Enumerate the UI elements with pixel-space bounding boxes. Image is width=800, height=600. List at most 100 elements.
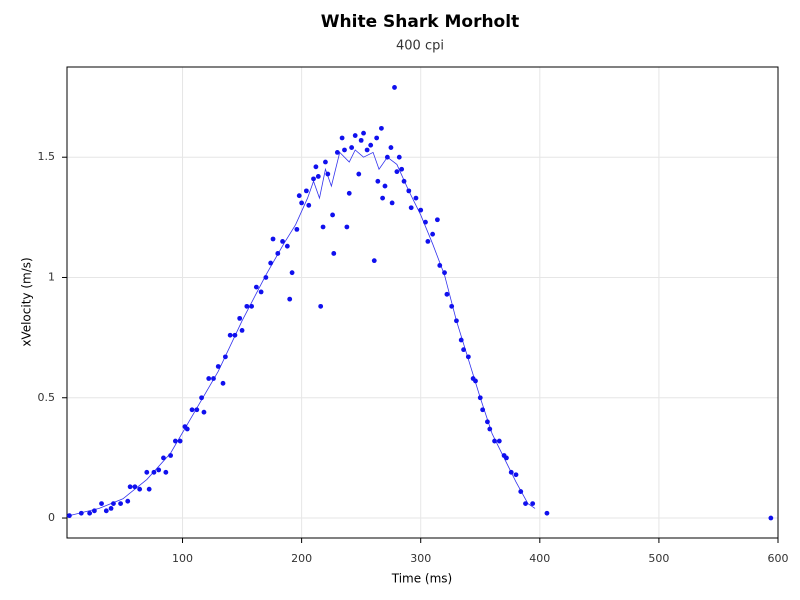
plot-frame [66,66,779,539]
data-point [125,498,131,504]
data-point [461,347,466,353]
data-point [379,125,384,131]
data-point [449,303,455,309]
x-tick-label: 400 [529,552,550,565]
x-tick-label: 500 [648,552,669,565]
data-point [99,501,104,507]
data-point [487,426,493,432]
data-point [313,164,319,170]
data-point [249,303,254,309]
data-point [177,438,183,444]
data-point [232,332,238,338]
data-point [485,419,490,425]
data-point [184,426,190,432]
x-tick-label: 300 [410,552,431,565]
data-point [289,270,295,276]
data-point [356,171,362,177]
data-point [244,303,250,309]
data-point [66,513,72,519]
data-point [458,337,464,343]
data-point [239,328,245,333]
data-point [215,364,221,369]
data-point [284,243,290,249]
data-point [371,258,377,264]
data-point [352,133,358,138]
data-point [344,224,350,230]
data-point [275,251,281,256]
data-point [330,212,335,218]
data-point [151,469,157,475]
data-point [408,205,414,211]
data-point [361,130,366,136]
data-point [172,438,178,444]
data-point [349,145,355,150]
data-point [306,202,312,208]
data-point [437,263,443,268]
y-axis-label: xVelocity (m/s) [20,257,34,346]
data-point [270,236,276,242]
data-point [206,376,212,381]
data-point [315,174,321,179]
data-point [91,508,97,514]
data-point [530,501,536,507]
data-point [163,469,169,475]
x-tick-label: 100 [172,552,193,565]
data-point [220,380,226,386]
data-point [423,219,428,225]
data-point [508,469,514,475]
data-point [418,207,424,213]
x-axis-label: Time (ms) [391,572,453,586]
data-point [374,135,380,141]
data-point [320,224,326,230]
data-point [227,332,233,338]
data-point [388,145,394,150]
data-point [384,154,390,160]
data-point [413,195,419,201]
data-point [392,85,397,90]
data-point [199,395,204,401]
chart-subtitle: 400 cpi [396,39,444,54]
x-tick-label: 600 [768,552,789,565]
y-tick-label: 1 [48,270,55,283]
y-tick-label: 1.5 [38,150,56,163]
data-point [87,510,93,516]
data-point [358,137,364,143]
data-point [334,149,340,155]
data-point [544,510,550,516]
data-point [268,260,274,266]
data-point [258,289,264,295]
data-point [496,438,502,444]
data-point [137,486,143,492]
data-point [222,354,228,360]
data-point [78,510,84,516]
data-point [380,195,386,201]
data-point [389,200,395,206]
data-point [156,467,162,473]
data-point [465,354,471,360]
data-point [375,178,381,184]
data-point [434,217,440,223]
data-point [406,188,412,194]
data-point [323,159,328,165]
data-point [263,275,269,280]
data-point [382,183,388,189]
data-point [211,376,216,381]
data-point [296,193,302,199]
data-point [768,515,774,521]
data-point [394,169,400,175]
data-point [396,154,402,160]
data-point [280,238,285,244]
data-point [168,453,174,458]
data-point [331,251,337,256]
data-point [444,291,450,297]
data-point [237,315,243,321]
data-point [454,318,459,324]
data-point [294,226,300,232]
data-point [253,284,259,290]
data-point [146,486,152,492]
data-point [318,303,324,309]
x-tick-label: 200 [291,552,312,565]
data-point [144,469,150,475]
data-point [127,484,133,490]
